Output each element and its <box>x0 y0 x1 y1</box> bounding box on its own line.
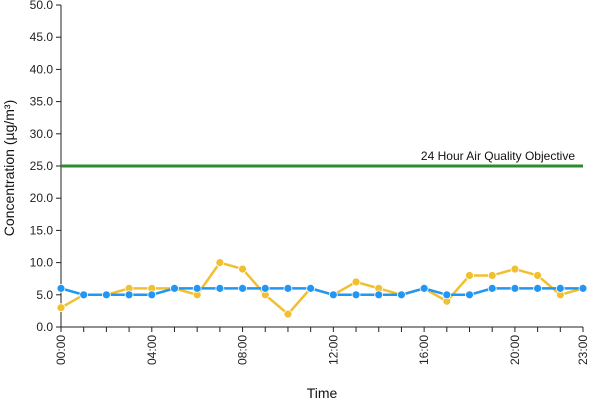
series-1-point <box>238 264 247 274</box>
series-2-point <box>442 290 452 300</box>
series-2-point <box>260 283 270 293</box>
threshold-label: 24 Hour Air Quality Objective <box>421 149 575 163</box>
series-2-point <box>374 290 384 300</box>
series-2-point <box>147 290 157 300</box>
x-axis-title: Time <box>307 385 338 400</box>
series-2-point <box>578 283 588 293</box>
x-tick-label: 16:00 <box>417 335 431 365</box>
series-2-point <box>215 283 225 293</box>
series-2-point <box>397 290 406 300</box>
y-tick-label: 45.0 <box>30 30 54 44</box>
y-tick-label: 50.0 <box>30 0 54 12</box>
series-1-point <box>56 303 66 313</box>
y-tick-label: 10.0 <box>30 256 54 270</box>
series-2-point <box>555 283 565 293</box>
series-2-point <box>306 283 316 293</box>
series-2-point <box>510 283 520 293</box>
series-2-point <box>487 283 497 293</box>
y-tick-label: 20.0 <box>30 191 54 205</box>
series-2-point <box>419 283 429 293</box>
series-1-point <box>487 271 497 280</box>
y-tick-label: 40.0 <box>30 62 54 76</box>
y-tick-label: 35.0 <box>30 95 54 109</box>
series-1-point <box>510 264 520 274</box>
series-2-point <box>533 283 543 293</box>
series-2-point <box>283 283 293 293</box>
series-1-point <box>215 258 225 268</box>
series-2-point <box>328 290 338 300</box>
series-1-point <box>351 277 361 287</box>
x-tick-label: 08:00 <box>236 335 250 365</box>
series-2-point <box>192 283 202 293</box>
series-2-point <box>124 290 134 300</box>
x-tick-label: 00:00 <box>54 335 68 365</box>
series-2-point <box>238 283 247 293</box>
x-tick-label: 20:00 <box>508 335 522 365</box>
threshold-line-group: 24 Hour Air Quality Objective <box>61 149 583 168</box>
x-tick-label: 23:00 <box>576 335 590 365</box>
y-axis: 0.0 5.0 10.0 15.0 20.0 25.0 30.0 35.0 40.0 45.0 50… <box>30 0 62 334</box>
series-2-point <box>351 290 361 300</box>
y-tick-label: 0.0 <box>36 320 53 334</box>
y-tick-label: 5.0 <box>36 288 53 302</box>
series-group <box>56 258 588 319</box>
series-1-point <box>465 271 474 280</box>
x-tick-label: 04:00 <box>145 335 159 365</box>
x-axis: 00:00 04:00 08:00 12:00 16:00 20:00 23:00 <box>54 326 590 365</box>
y-tick-label: 15.0 <box>30 223 54 237</box>
series-2-point <box>465 290 474 300</box>
series-2-point <box>79 290 89 300</box>
series-2-point <box>101 290 111 300</box>
y-tick-label: 30.0 <box>30 127 54 141</box>
y-tick-label: 25.0 <box>30 159 54 173</box>
y-axis-title: Concentration (µg/m³) <box>1 100 17 236</box>
x-tick-label: 12:00 <box>326 335 340 365</box>
series-1-point <box>283 309 293 319</box>
series-1-point <box>533 271 543 280</box>
series-2-point <box>170 283 179 293</box>
series-2-point <box>56 283 66 293</box>
